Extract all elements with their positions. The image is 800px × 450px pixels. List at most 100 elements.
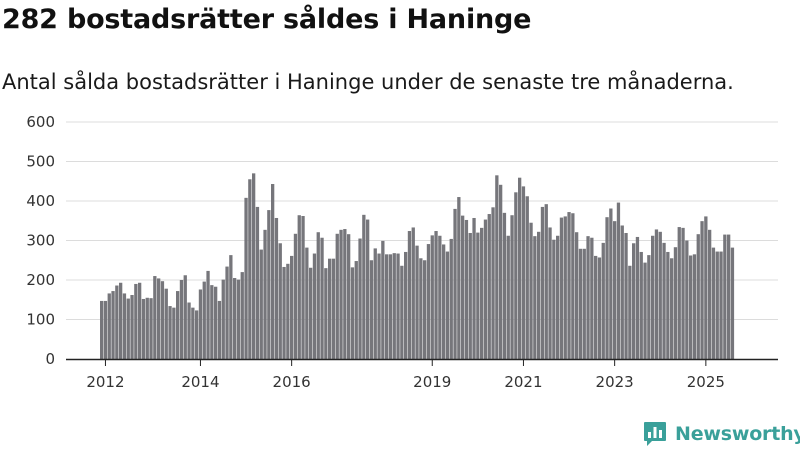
bar xyxy=(331,258,336,359)
x-tick-label: 2016 xyxy=(273,373,311,391)
bar xyxy=(172,307,176,359)
bar xyxy=(407,231,412,359)
bar xyxy=(103,300,108,359)
bar xyxy=(320,237,324,359)
bar xyxy=(126,298,130,359)
bar xyxy=(385,254,389,359)
bar xyxy=(647,255,651,359)
bar xyxy=(673,247,678,359)
bar xyxy=(689,255,693,359)
bar xyxy=(122,293,127,359)
bar xyxy=(115,285,119,359)
bar xyxy=(233,278,237,359)
bar xyxy=(240,272,244,359)
newsworthy-logo[interactable]: Newsworthy xyxy=(643,420,800,448)
bar xyxy=(111,291,115,359)
bar xyxy=(343,229,347,359)
bar xyxy=(582,248,586,359)
bar xyxy=(354,261,358,359)
bar xyxy=(347,234,351,359)
bar xyxy=(134,283,138,359)
bar xyxy=(107,293,111,359)
bar xyxy=(586,236,590,359)
bar xyxy=(723,234,727,359)
bar xyxy=(202,281,206,359)
bar xyxy=(544,204,548,359)
x-tick-label: 2019 xyxy=(413,373,451,391)
bar xyxy=(149,298,153,359)
bar xyxy=(381,240,385,359)
bar xyxy=(719,251,723,359)
bar xyxy=(521,186,526,359)
bar xyxy=(704,216,708,359)
bar xyxy=(324,268,328,359)
bar xyxy=(362,214,366,359)
bar xyxy=(442,244,446,359)
bar xyxy=(491,207,495,359)
bar xyxy=(457,197,461,359)
bar xyxy=(540,206,545,359)
bar xyxy=(445,251,450,359)
bar xyxy=(628,265,632,359)
bar xyxy=(594,255,598,359)
bar xyxy=(411,227,415,359)
x-tick-label: 2012 xyxy=(86,373,124,391)
bar xyxy=(559,217,564,359)
newsworthy-logo-icon xyxy=(644,422,666,446)
bar xyxy=(700,221,704,359)
bar xyxy=(157,278,161,359)
bar xyxy=(366,219,370,359)
bar xyxy=(563,216,567,359)
bar xyxy=(164,288,168,359)
bar xyxy=(461,215,465,359)
bar xyxy=(670,258,674,359)
bar xyxy=(183,275,187,359)
bar xyxy=(179,280,184,359)
x-tick-label: 2025 xyxy=(687,373,725,391)
bar xyxy=(221,279,225,359)
bar xyxy=(597,257,602,359)
bar xyxy=(571,213,575,359)
bar xyxy=(423,260,427,359)
bar xyxy=(225,266,229,359)
bar xyxy=(259,249,263,359)
bar xyxy=(426,244,431,359)
bar xyxy=(499,184,503,359)
bar xyxy=(483,219,488,359)
bar xyxy=(210,285,214,359)
bars xyxy=(100,173,735,359)
bar xyxy=(578,248,583,359)
bar xyxy=(263,229,267,359)
bar xyxy=(248,179,252,359)
bar xyxy=(187,302,191,359)
bar xyxy=(514,192,518,359)
bar xyxy=(556,235,560,359)
bar xyxy=(529,222,533,359)
y-tick-label: 500 xyxy=(26,153,55,171)
bar xyxy=(616,202,621,359)
bar xyxy=(495,175,499,359)
bar xyxy=(130,295,134,359)
bar xyxy=(518,177,522,359)
bar xyxy=(525,196,529,359)
bar xyxy=(312,253,317,359)
bar xyxy=(214,286,218,359)
bar xyxy=(464,219,469,359)
bar xyxy=(419,258,423,359)
bar xyxy=(309,267,313,359)
y-tick-label: 300 xyxy=(26,232,55,250)
bar xyxy=(195,310,199,359)
brand-name: Newsworthy xyxy=(675,423,800,445)
chart-title: 282 bostadsrätter såldes i Haninge xyxy=(2,4,532,35)
bar xyxy=(328,258,332,359)
bar xyxy=(692,254,697,359)
bar xyxy=(282,266,286,359)
bar xyxy=(388,254,393,359)
bar xyxy=(301,216,305,359)
bar xyxy=(472,217,476,359)
bar xyxy=(274,217,279,359)
bar xyxy=(153,276,157,359)
bar xyxy=(434,231,438,359)
bar xyxy=(138,282,142,359)
